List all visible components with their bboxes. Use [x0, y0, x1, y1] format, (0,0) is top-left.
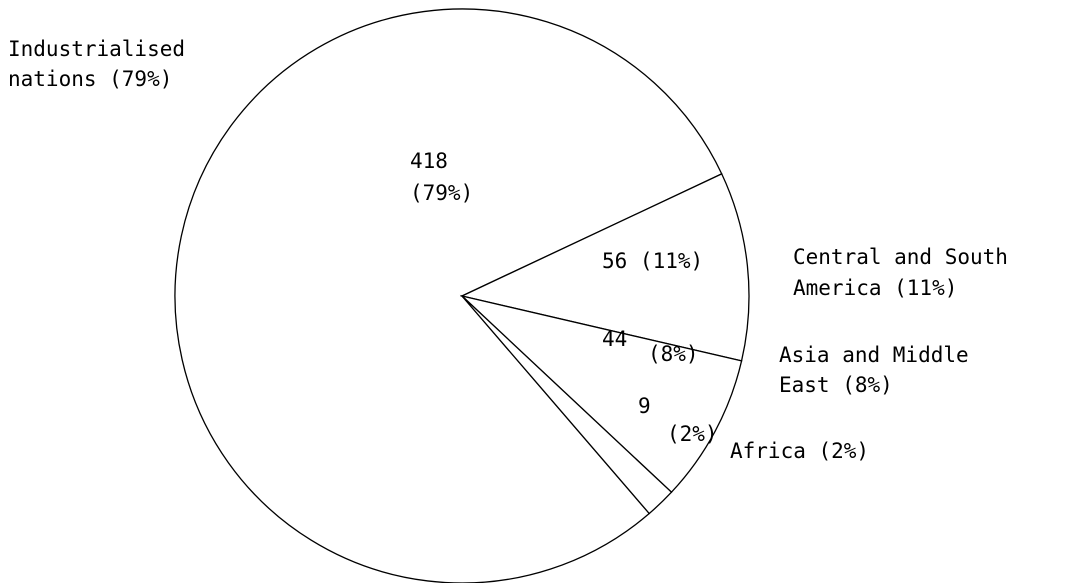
outer-label-central-south-america-line2: America (11%) [793, 276, 957, 300]
percent-label-africa: (2%) [667, 422, 718, 446]
percent-label-asia-middle-east: (8%) [648, 342, 699, 366]
value-label-asia-middle-east: 44 [602, 327, 627, 351]
pie-slice-asia-middle-east [459, 294, 743, 494]
outer-label-industrialised-line1: Industrialised [8, 37, 185, 61]
pie-slice-africa [461, 295, 673, 515]
value-label-africa: 9 [638, 394, 651, 418]
outer-label-africa: Africa (2%) [730, 439, 869, 463]
pie-slice-central-south-america [460, 173, 750, 362]
outer-label-asia-middle-east-line1: Asia and Middle [779, 343, 969, 367]
outer-label-asia-middle-east-line2: East (8%) [779, 373, 893, 397]
outer-label-central-south-america-line1: Central and South [793, 245, 1008, 269]
percent-label-industrialised: (79%) [410, 181, 473, 205]
value-label-central-south-america: 56 (11%) [602, 249, 703, 273]
outer-label-industrialised-line2: nations (79%) [8, 67, 172, 91]
value-label-industrialised: 418 [410, 149, 448, 173]
